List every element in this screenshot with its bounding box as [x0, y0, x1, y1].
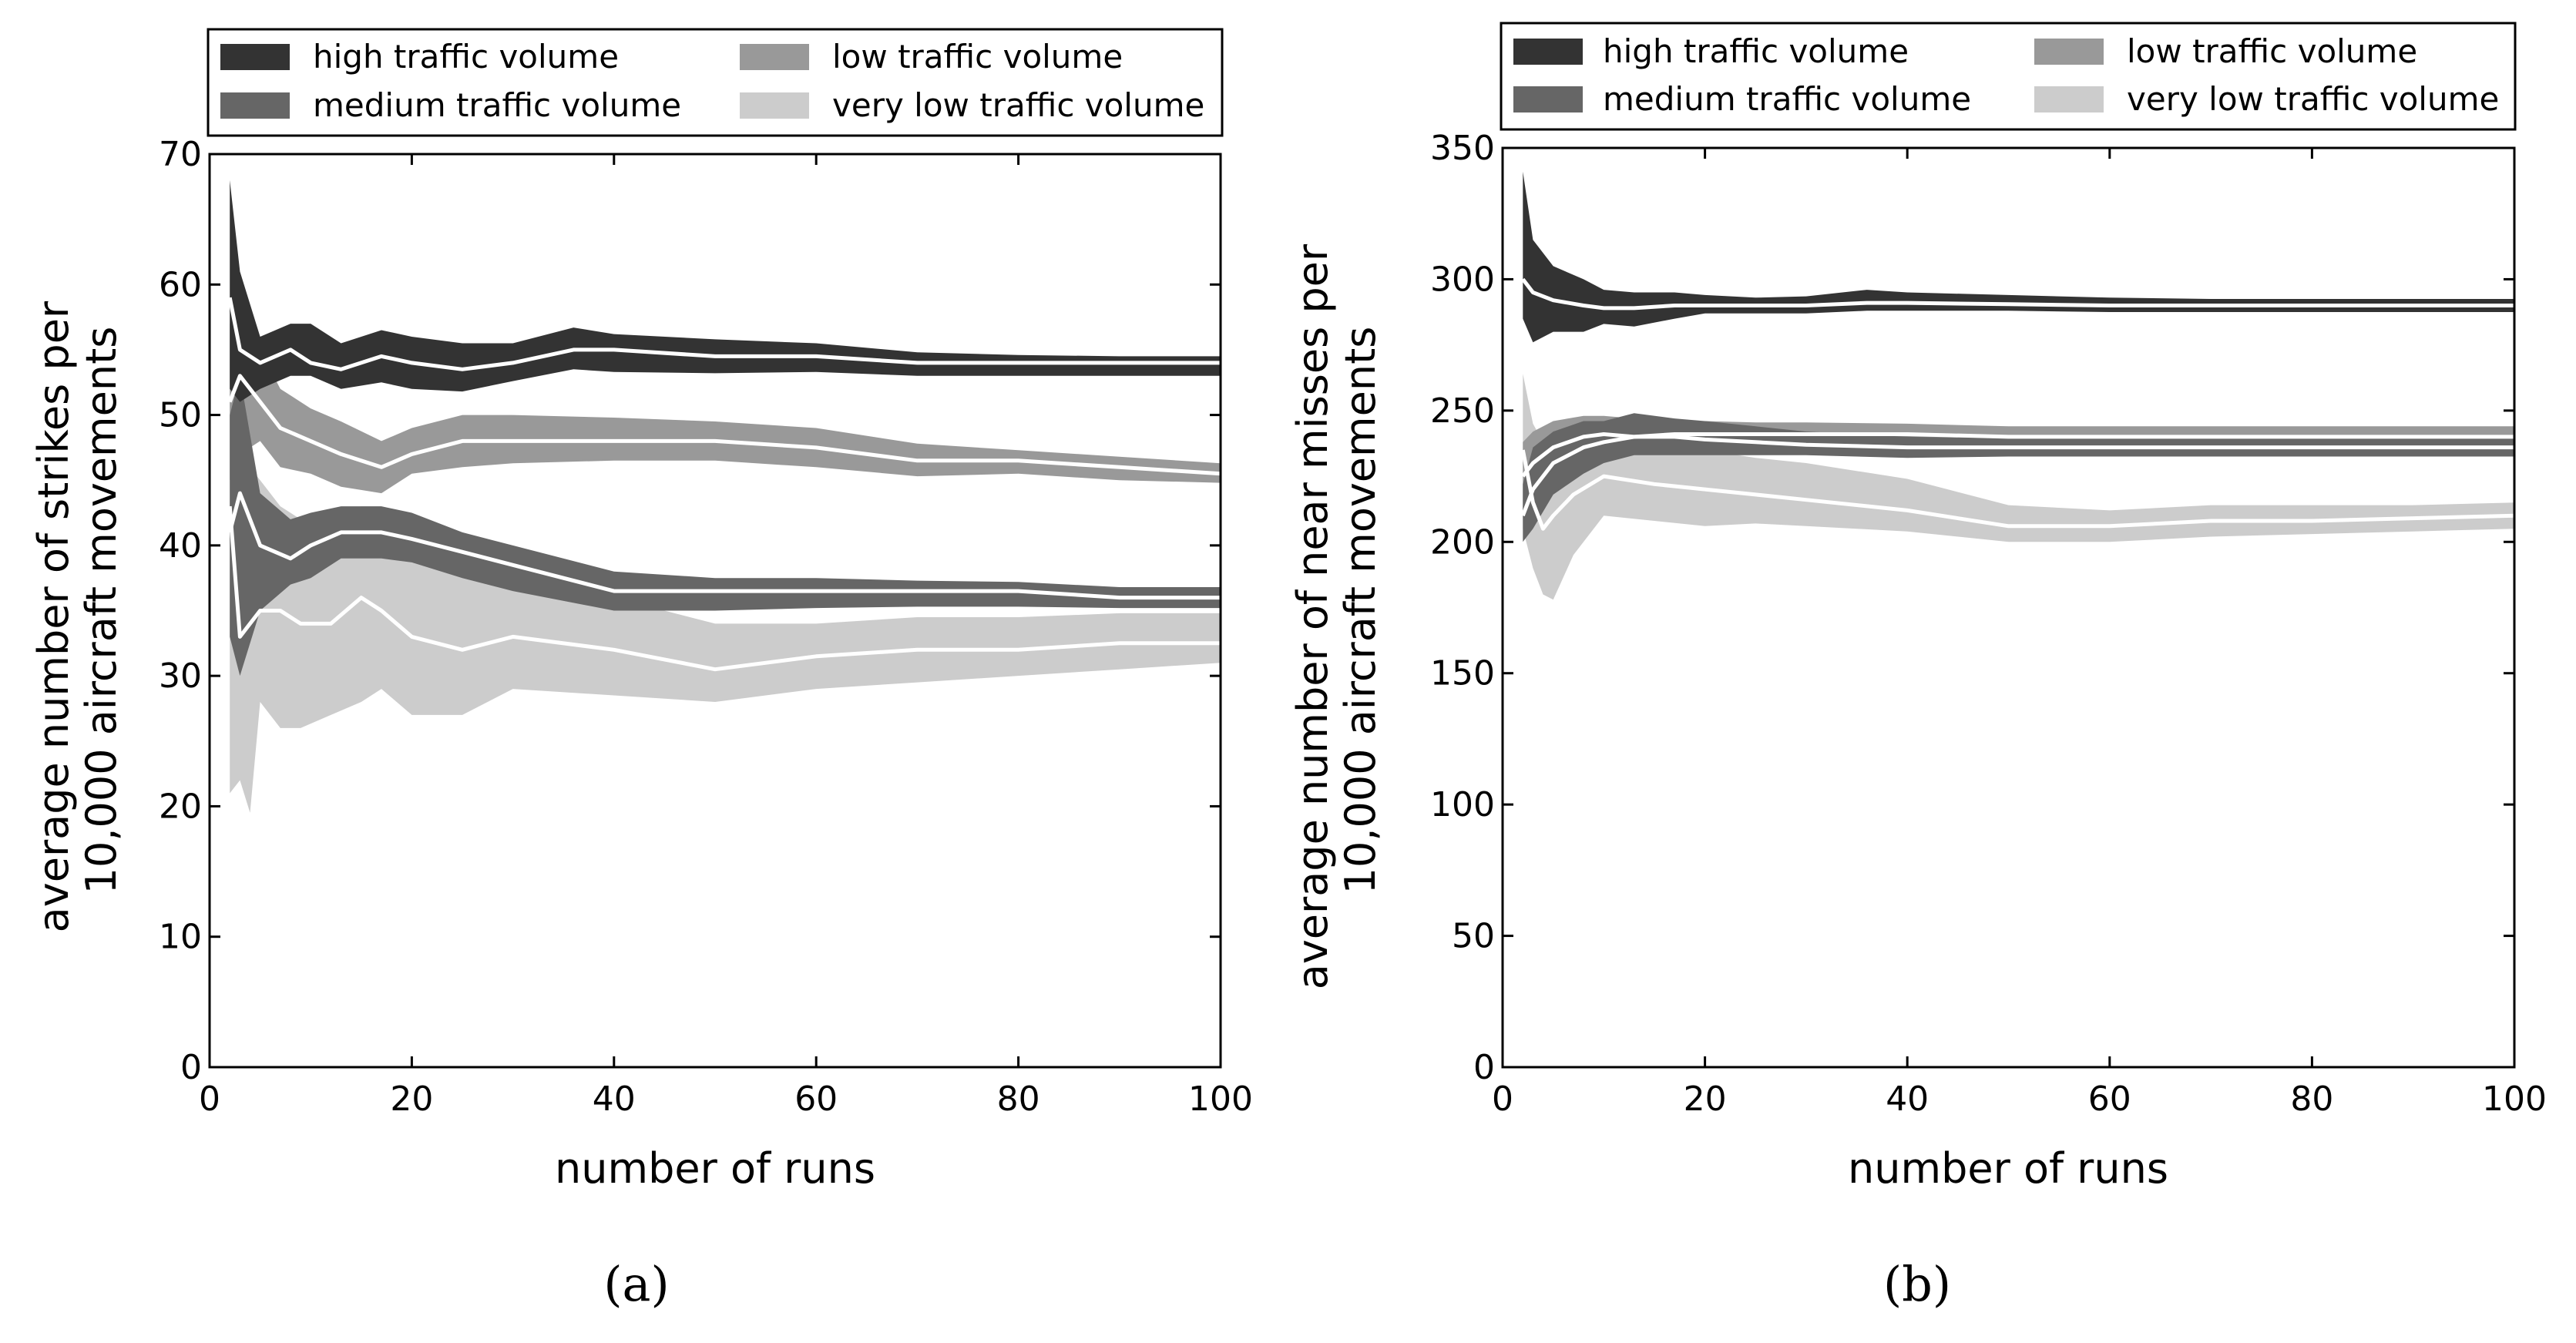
chart-b-legend-label-0: high traffic volume: [1603, 32, 1909, 70]
chart-a-ytick-label-2: 20: [159, 787, 202, 826]
chart-a-ytick-label-3: 30: [159, 656, 202, 696]
chart-a-ytick-label-1: 10: [159, 918, 202, 957]
chart-b-frame: [1501, 146, 2516, 1069]
chart-a-xticks: 0 20 40 60 80 100: [199, 154, 1253, 1119]
chart-b-mean-lines: [1520, 277, 2515, 531]
chart-a-legend-swatch-2: [740, 44, 809, 70]
chart-b-xtick-label-2: 40: [1886, 1079, 1929, 1119]
chart-a: 0 20 40 60 80 100 0 10 20 30 40 50 60 70 number of r…: [29, 28, 1253, 1312]
chart-b-legend-swatch-0: [1513, 39, 1583, 65]
chart-a-band-0: [230, 180, 1221, 402]
chart-a-xtick-label-3: 60: [794, 1079, 838, 1119]
chart-a-legend-swatch-0: [220, 44, 290, 70]
chart-b-xlabel: number of runs: [1848, 1144, 2168, 1193]
chart-a-frame: [208, 153, 1222, 1069]
chart-a-panel-label: (a): [603, 1256, 669, 1312]
chart-b-ytick-label-3: 150: [1430, 654, 1495, 693]
chart-a-ytick-label-4: 40: [159, 526, 202, 566]
chart-a-xtick-label-2: 40: [593, 1079, 636, 1119]
chart-a-legend-swatch-1: [220, 92, 290, 119]
chart-b-ylabel-line-1: average number of near misses per: [1288, 243, 1337, 989]
chart-b-panel-label: (b): [1883, 1256, 1951, 1312]
chart-b-legend: high traffic volume medium traffic volum…: [1500, 22, 2517, 131]
chart-a-band-2: [230, 311, 1221, 494]
chart-a-band-3: [230, 311, 1221, 813]
chart-b-xtick-label-3: 60: [2088, 1079, 2131, 1119]
chart-b-band-1: [1523, 413, 2514, 542]
chart-a-ytick-label-5: 50: [159, 396, 202, 435]
chart-b-ylabel: average number of near misses per 10,000…: [1288, 231, 1385, 990]
chart-b-ylabel-line-2: 10,000 aircraft movements: [1336, 327, 1385, 895]
chart-a-xtick-label-1: 20: [390, 1079, 433, 1119]
chart-a-legend-box: [207, 28, 1224, 137]
chart-a-mean-lines: [227, 297, 1221, 672]
chart-a-legend-label-0: high traffic volume: [313, 38, 619, 76]
chart-a-mean-line-2: [227, 374, 1221, 476]
chart-b-xticks: 0 20 40 60 80 100: [1492, 148, 2547, 1119]
chart-b-legend-label-1: medium traffic volume: [1603, 80, 1971, 118]
chart-b-ytick-label-7: 350: [1430, 129, 1495, 168]
chart-b-xtick-label-5: 100: [2482, 1079, 2547, 1119]
chart-b-ytick-label-0: 0: [1473, 1048, 1495, 1087]
chart-b-xtick-label-1: 20: [1684, 1079, 1727, 1119]
chart-a-mean-line-1: [227, 491, 1221, 600]
chart-b-mean-line-1: [1520, 435, 2514, 517]
chart-b-ytick-label-1: 50: [1452, 917, 1495, 956]
chart-b-legend-box: [1500, 22, 2517, 131]
chart-a-ylabel: average number of strikes per 10,000 air…: [29, 288, 126, 933]
chart-b: 0 20 40 60 80 100 0 50 100 150 200 250 300 350 numbe…: [1288, 22, 2547, 1312]
chart-b-legend-swatch-3: [2034, 86, 2104, 112]
chart-a-mean-line-3: [227, 505, 1221, 672]
chart-a-ytick-label-0: 0: [180, 1048, 202, 1087]
chart-b-legend-label-2: low traffic volume: [2127, 32, 2417, 70]
chart-a-xtick-label-4: 80: [997, 1079, 1040, 1119]
chart-a-legend-label-3: very low traffic volume: [832, 86, 1204, 124]
chart-a-ytick-label-6: 60: [159, 265, 202, 304]
chart-a-ylabel-line-2: 10,000 aircraft movements: [77, 327, 126, 895]
chart-a-bands: [230, 180, 1221, 813]
chart-a-band-1: [230, 375, 1221, 677]
chart-b-legend-swatch-2: [2034, 39, 2104, 65]
chart-a-xtick-label-5: 100: [1188, 1079, 1253, 1119]
chart-b-ytick-label-5: 250: [1430, 391, 1495, 431]
chart-b-xtick-label-4: 80: [2290, 1079, 2333, 1119]
chart-b-band-0: [1523, 171, 2514, 343]
chart-b-ytick-label-4: 200: [1430, 522, 1495, 562]
chart-a-ylabel-line-1: average number of strikes per: [29, 300, 78, 932]
chart-b-bands: [1523, 171, 2514, 600]
chart-b-legend-swatch-1: [1513, 86, 1583, 112]
chart-b-xtick-label-0: 0: [1492, 1079, 1513, 1119]
chart-a-legend-swatch-3: [740, 92, 809, 119]
chart-b-mean-line-0: [1521, 277, 2514, 311]
chart-a-legend-label-2: low traffic volume: [832, 38, 1123, 76]
chart-a-mean-line-0: [227, 297, 1221, 371]
chart-b-mean-line-2: [1521, 432, 2514, 478]
chart-b-mean-line-3: [1520, 449, 2515, 531]
chart-a-legend: high traffic volume medium traffic volum…: [207, 28, 1224, 137]
chart-b-yticks: 0 50 100 150 200 250 300 350: [1430, 129, 2514, 1087]
chart-a-legend-label-1: medium traffic volume: [313, 86, 681, 124]
chart-b-ytick-label-6: 300: [1430, 260, 1495, 299]
chart-b-ytick-label-2: 100: [1430, 785, 1495, 824]
chart-a-yticks: 0 10 20 30 40 50 60 70: [159, 135, 1221, 1087]
chart-a-xlabel: number of runs: [555, 1144, 875, 1193]
chart-a-xtick-label-0: 0: [199, 1079, 220, 1119]
chart-b-band-3: [1523, 374, 2514, 600]
chart-a-ytick-label-7: 70: [159, 135, 202, 174]
chart-b-legend-label-3: very low traffic volume: [2127, 80, 2499, 118]
